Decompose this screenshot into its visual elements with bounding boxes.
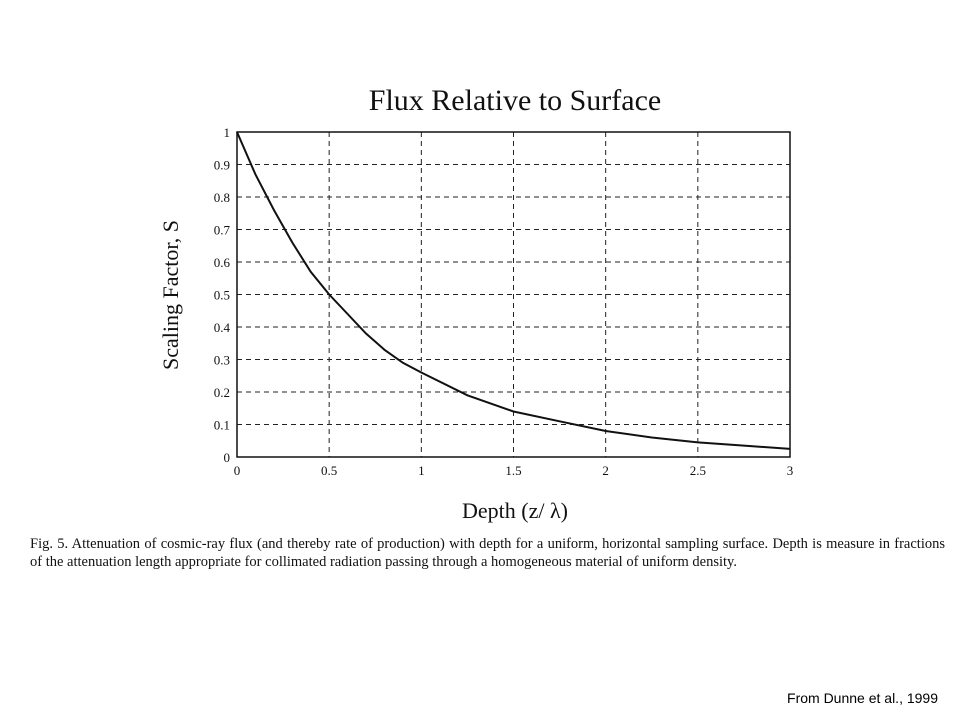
flux-curve bbox=[236, 131, 791, 450]
x-tick-label: 0.5 bbox=[321, 463, 337, 478]
y-tick-label: 0 bbox=[224, 450, 231, 465]
y-tick-label: 0.1 bbox=[214, 418, 230, 433]
y-tick-label: 0.6 bbox=[214, 255, 231, 270]
y-tick-label: 0.9 bbox=[214, 158, 230, 173]
source-citation: From Dunne et al., 1999 bbox=[787, 690, 938, 706]
x-tick-label: 0 bbox=[234, 463, 241, 478]
y-tick-label: 0.4 bbox=[214, 320, 231, 335]
grid-lines bbox=[237, 132, 790, 457]
x-tick-label: 1.5 bbox=[505, 463, 521, 478]
x-tick-label: 1 bbox=[418, 463, 425, 478]
x-tick-label: 2.5 bbox=[690, 463, 706, 478]
y-tick-label: 0.8 bbox=[214, 190, 230, 205]
y-tick-label: 0.2 bbox=[214, 385, 230, 400]
y-tick-label: 0.3 bbox=[214, 353, 230, 368]
x-tick-label: 2 bbox=[602, 463, 609, 478]
x-axis-label: Depth (z/ λ) bbox=[462, 498, 568, 523]
y-tick-label: 0.7 bbox=[214, 223, 231, 238]
plot-frame bbox=[236, 131, 791, 458]
figure-caption: Fig. 5. Attenuation of cosmic-ray flux (… bbox=[30, 536, 945, 570]
y-tick-labels: 0 0.1 0.2 0.3 0.4 0.5 0.6 0.7 0.8 0.9 1 bbox=[214, 125, 231, 465]
y-axis-label: Scaling Factor, S bbox=[158, 220, 183, 370]
y-tick-label: 0.5 bbox=[214, 288, 230, 303]
x-tick-label: 3 bbox=[787, 463, 794, 478]
chart-title: Flux Relative to Surface bbox=[369, 84, 661, 117]
x-tick-labels: 0 0.5 1 1.5 2 2.5 3 bbox=[234, 463, 794, 478]
y-tick-label: 1 bbox=[224, 125, 231, 140]
